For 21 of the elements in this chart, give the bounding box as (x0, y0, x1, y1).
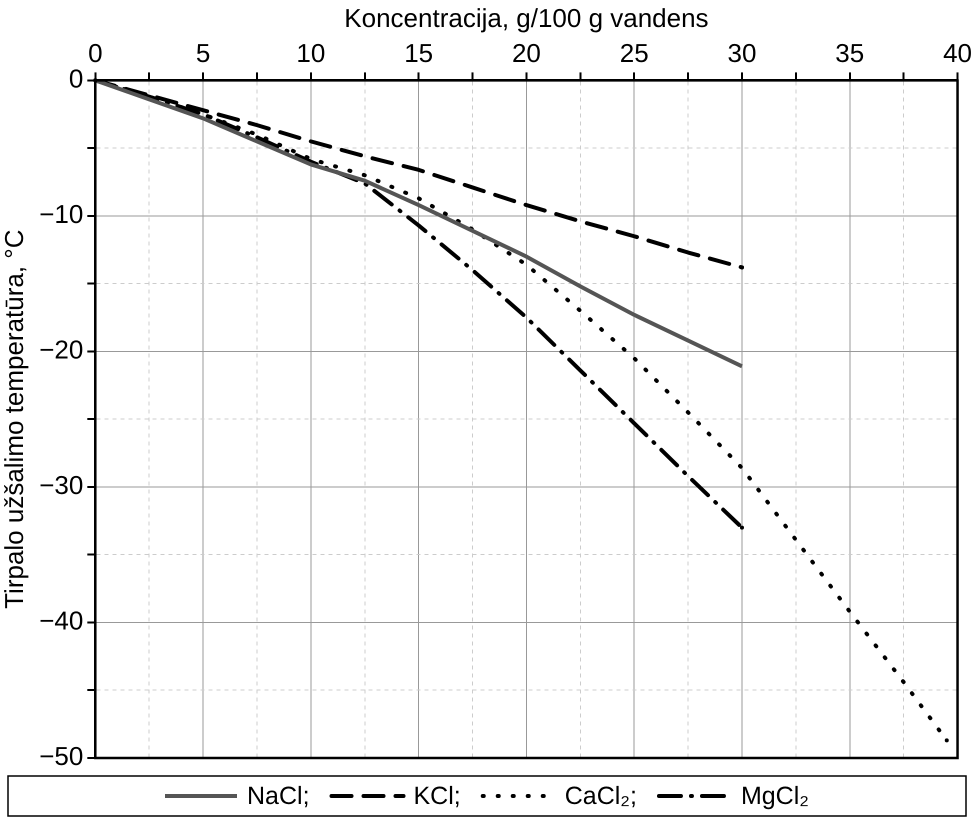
legend-label: KCl; (414, 782, 461, 810)
x-tick-label: 10 (296, 38, 326, 68)
legend-label: NaCl; (247, 782, 310, 810)
x-tick-label: 25 (620, 38, 649, 68)
legend-label: MgCl₂ (740, 782, 810, 810)
y-tick-label: −40 (39, 606, 84, 636)
y-tick-label: −20 (39, 334, 84, 365)
y-tick-label: −30 (39, 470, 84, 500)
x-tick-label: 35 (835, 38, 864, 68)
x-tick-label: 30 (728, 38, 756, 68)
x-tick-label: 40 (943, 38, 972, 68)
x-tick-label: 20 (512, 38, 541, 68)
y-tick-label: 0 (68, 64, 84, 94)
y-axis-title: Tirpalo užšalimo temperatūra, °C (0, 230, 29, 609)
y-tick-label: −50 (39, 741, 84, 772)
x-tick-label: 0 (88, 38, 103, 68)
x-tick-label: 15 (404, 38, 434, 68)
y-tick-label: −10 (39, 199, 84, 230)
x-axis-title: Koncentracija, g/100 g vandens (344, 2, 709, 33)
x-tick-label: 5 (196, 38, 210, 68)
legend-label: CaCl₂; (564, 782, 637, 810)
